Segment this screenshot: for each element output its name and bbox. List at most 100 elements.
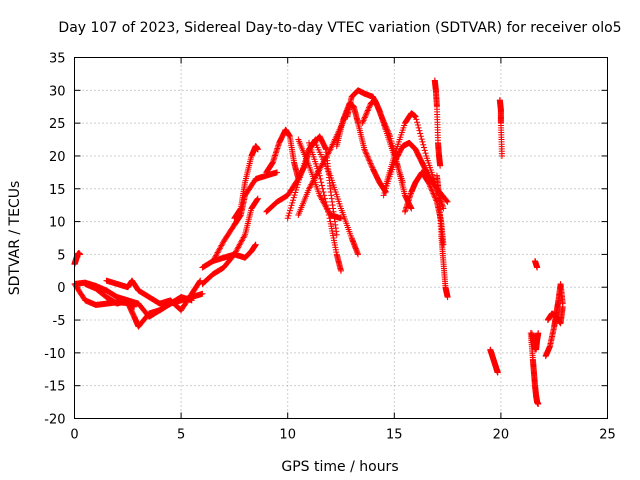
y-tick-label: 15 [49,183,66,198]
series-right-hump [401,169,447,248]
series-rise-a [199,241,259,271]
data-point [535,401,542,408]
data-point [425,179,432,186]
series-rise-b [199,195,261,287]
data-point [535,330,542,337]
data-point [317,175,324,182]
data-point [380,119,387,126]
y-tick-label: 0 [57,281,65,296]
data-point [364,107,371,114]
series-tail-b [528,330,542,353]
data-point [360,117,367,124]
data-point [385,130,392,137]
chart-title: Day 107 of 2023, Sidereal Day-to-day VTE… [58,20,621,36]
data-point [285,212,292,219]
data-point [384,127,391,134]
y-tick-label: 25 [49,117,66,132]
data-point [430,191,437,198]
data-point [559,303,566,310]
data-point [333,231,340,238]
data-point [363,152,370,159]
series-near20-high [496,97,505,159]
y-tick-label: 35 [49,52,66,67]
axis-ticks [74,57,608,419]
series-start-spike [71,250,83,268]
series-early-hi [103,277,204,314]
data-point [416,127,423,134]
series-peak-e [382,110,447,212]
data-point [427,183,434,190]
data-point [379,114,386,121]
data-point [443,197,450,204]
data-point [361,115,368,122]
data-point [431,193,438,200]
data-point [383,126,390,133]
data-point [292,189,299,196]
tick-labels: 0 5 10 15 20 25 -20 -15 -10 -5 0 5 10 15 20 25 30 35 [44,52,616,443]
data-point [381,120,388,127]
data-point [199,290,206,297]
data-point [366,159,373,166]
y-tick-label: -5 [53,314,66,329]
data-point [361,114,368,121]
data-point [362,149,369,156]
data-point [386,131,393,138]
x-tick-label: 5 [177,428,185,443]
data-point [420,141,427,148]
data-point [365,154,372,161]
data-point [366,104,373,111]
data-point [319,185,326,192]
y-tick-label: 30 [49,84,66,99]
data-point [320,189,327,196]
x-tick-label: 20 [493,428,510,443]
data-point [318,179,325,186]
data-point [286,210,293,217]
data-point [437,162,444,169]
data-point [368,163,375,170]
data-point [432,196,439,203]
data-point [418,136,425,143]
data-point [366,103,373,110]
data-point [241,233,248,240]
data-point [415,124,422,131]
data-point [318,182,325,189]
data-point [422,150,429,157]
y-tick-label: -10 [44,347,65,362]
data-point [363,110,370,117]
data-point [362,147,369,154]
data-point [426,180,433,187]
data-point [364,108,371,115]
data-point [444,198,451,205]
data-point [294,181,301,188]
data-point [414,119,421,126]
data-point [534,264,541,271]
data-point [383,124,390,131]
data-point [429,187,436,194]
series-fall-c [295,136,344,222]
data-point [421,147,428,154]
data-point [355,251,362,258]
data-point [417,130,424,137]
y-tick-label: -15 [44,380,65,395]
data-point [274,169,281,176]
data-point [429,189,436,196]
data-point [385,129,392,136]
data-point [284,215,291,222]
data-point [498,152,505,159]
series-rise-c [210,169,281,264]
data-point [430,190,437,197]
data-point [365,156,372,163]
data-point [254,146,261,153]
x-tick-label: 10 [279,428,296,443]
series-tail-a [527,330,542,408]
data-point [427,184,434,191]
data-point [287,204,294,211]
data-point [289,199,296,206]
series-tail-c [532,257,541,271]
plot-frame [74,57,608,419]
series-fall-a [306,139,344,274]
data-point [378,113,385,120]
x-tick-label: 15 [386,428,403,443]
data-point [408,205,415,212]
